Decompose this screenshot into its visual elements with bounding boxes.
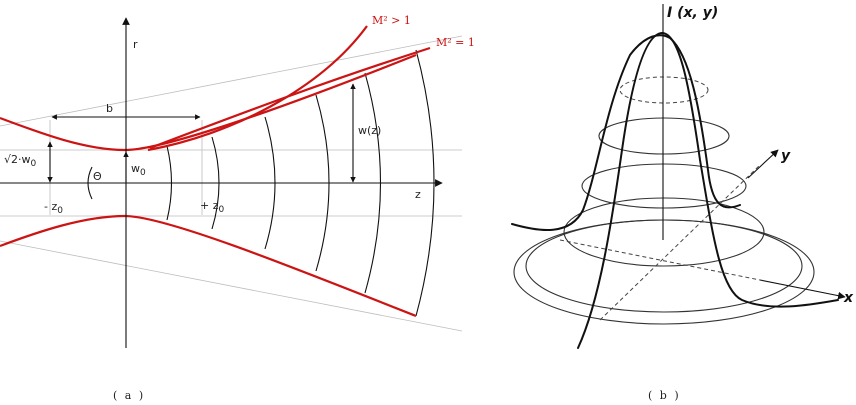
- theta-angle-arc: [87, 166, 93, 200]
- caption-a: ( a ): [113, 389, 145, 402]
- base-ellipse-inner: [563, 197, 765, 267]
- beam-curve-m2-gt-1: [147, 25, 368, 152]
- x-axis-label: x: [843, 290, 854, 306]
- y-axis-dashed: [599, 164, 761, 321]
- x-axis-arrow: [759, 279, 846, 300]
- y-axis-arrow: [747, 149, 779, 179]
- m2-gt-1-label: M² > 1: [372, 14, 411, 27]
- minus-z0-label: - z0: [44, 200, 63, 216]
- bell-profile-front: [577, 31, 839, 349]
- beam-curve-m2-eq-1: [149, 46, 431, 150]
- beam-envelope-upper: [0, 53, 417, 152]
- panel-b-intensity-plot: I (x, y) y x ( b ): [511, 4, 854, 402]
- theta-label: Θ: [93, 170, 102, 183]
- bell-profile-side: [511, 34, 741, 232]
- b-label: b: [106, 102, 113, 115]
- m2-eq-1-label: M² = 1: [436, 36, 475, 49]
- contour-ellipse-1: [581, 163, 747, 209]
- base-ellipse-mid: [525, 219, 803, 313]
- i-axis-label: I (x, y): [667, 5, 718, 21]
- panel-a-beam-diagram: r z b w0 √2·w0 w(z) Θ - z0 + z0 M² > 1 M…: [0, 14, 475, 402]
- plus-z0-label: + z0: [200, 199, 225, 215]
- y-axis-label: y: [781, 148, 791, 164]
- contour-ellipse-3: [619, 76, 709, 104]
- contour-ellipse-2: [598, 117, 730, 155]
- x-axis-dashed: [559, 239, 761, 281]
- sqrt2-w0-label: √2·w0: [4, 153, 37, 169]
- r-axis-label: r: [133, 38, 138, 51]
- z-axis-label: z: [415, 188, 421, 201]
- beam-envelope-lower: [0, 214, 417, 318]
- wz-label: w(z): [358, 124, 381, 137]
- w0-label: w0: [131, 162, 146, 178]
- caption-b: ( b ): [648, 389, 681, 402]
